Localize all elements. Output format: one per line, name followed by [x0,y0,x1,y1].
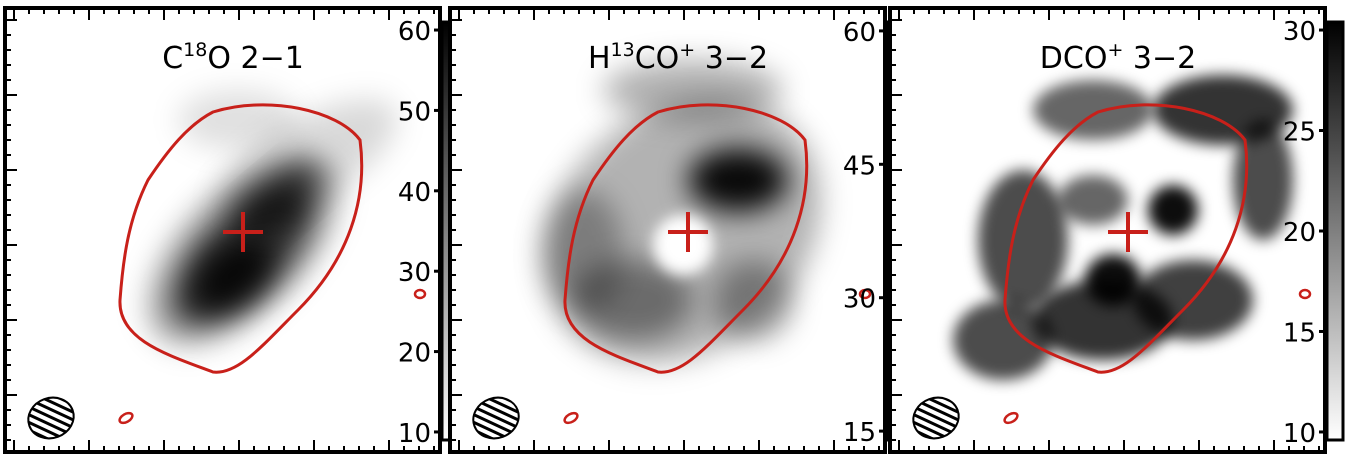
title-part: C [162,41,183,76]
colorbar-tick-label: 40 [398,178,431,208]
emission [688,148,788,212]
title-part: O 2−1 [207,41,303,76]
colorbar-tick-label: 25 [1283,118,1316,148]
panel: H13CO+ 3−2 15 30 45 60 [450,8,903,452]
colorbar-tick-label: 10 [398,419,431,449]
colorbar-tick-label: 10 [1283,419,1316,449]
colorbar-tick-label: 20 [398,339,431,369]
emission [1148,185,1198,235]
colorbar-tick-label: 15 [1283,318,1316,348]
colorbar [1327,22,1343,440]
colorbar-tick-label: 30 [398,258,431,288]
colorbar-tick-label: 30 [1283,17,1316,47]
map [890,8,1325,452]
hole [653,215,713,275]
colorbar-tick-label: 50 [398,97,431,127]
emission [978,170,1068,310]
title-part: 3−2 [695,41,768,76]
emission [1085,254,1141,306]
title-part: CO [635,41,680,76]
colorbar-tick-label: 30 [843,285,876,315]
colorbar-tick-label: 45 [843,151,876,181]
emission [1058,175,1128,225]
title-part: 18 [183,39,207,61]
title-part: H [588,41,611,76]
emission [1033,80,1153,140]
title-part: DCO [1040,41,1108,76]
title-part: 13 [611,39,635,61]
panel: DCO+ 3−2 10 15 20 25 30 [890,8,1343,452]
title-part: 3−2 [1123,41,1196,76]
emission [543,190,623,310]
title-part: + [679,39,695,61]
emission [953,300,1053,380]
panel: C18O 2−1 10 20 30 40 50 60 [5,8,458,452]
colorbar-tick-label: 60 [843,18,876,48]
figure: C18O 2−1102030405060H13CO+ 3−215304560DC… [0,0,1345,459]
colorbar-tick-label: 15 [843,418,876,448]
title-part: + [1107,39,1123,61]
colorbar-tick-label: 20 [1283,218,1316,248]
colorbar-tick-label: 60 [398,17,431,47]
